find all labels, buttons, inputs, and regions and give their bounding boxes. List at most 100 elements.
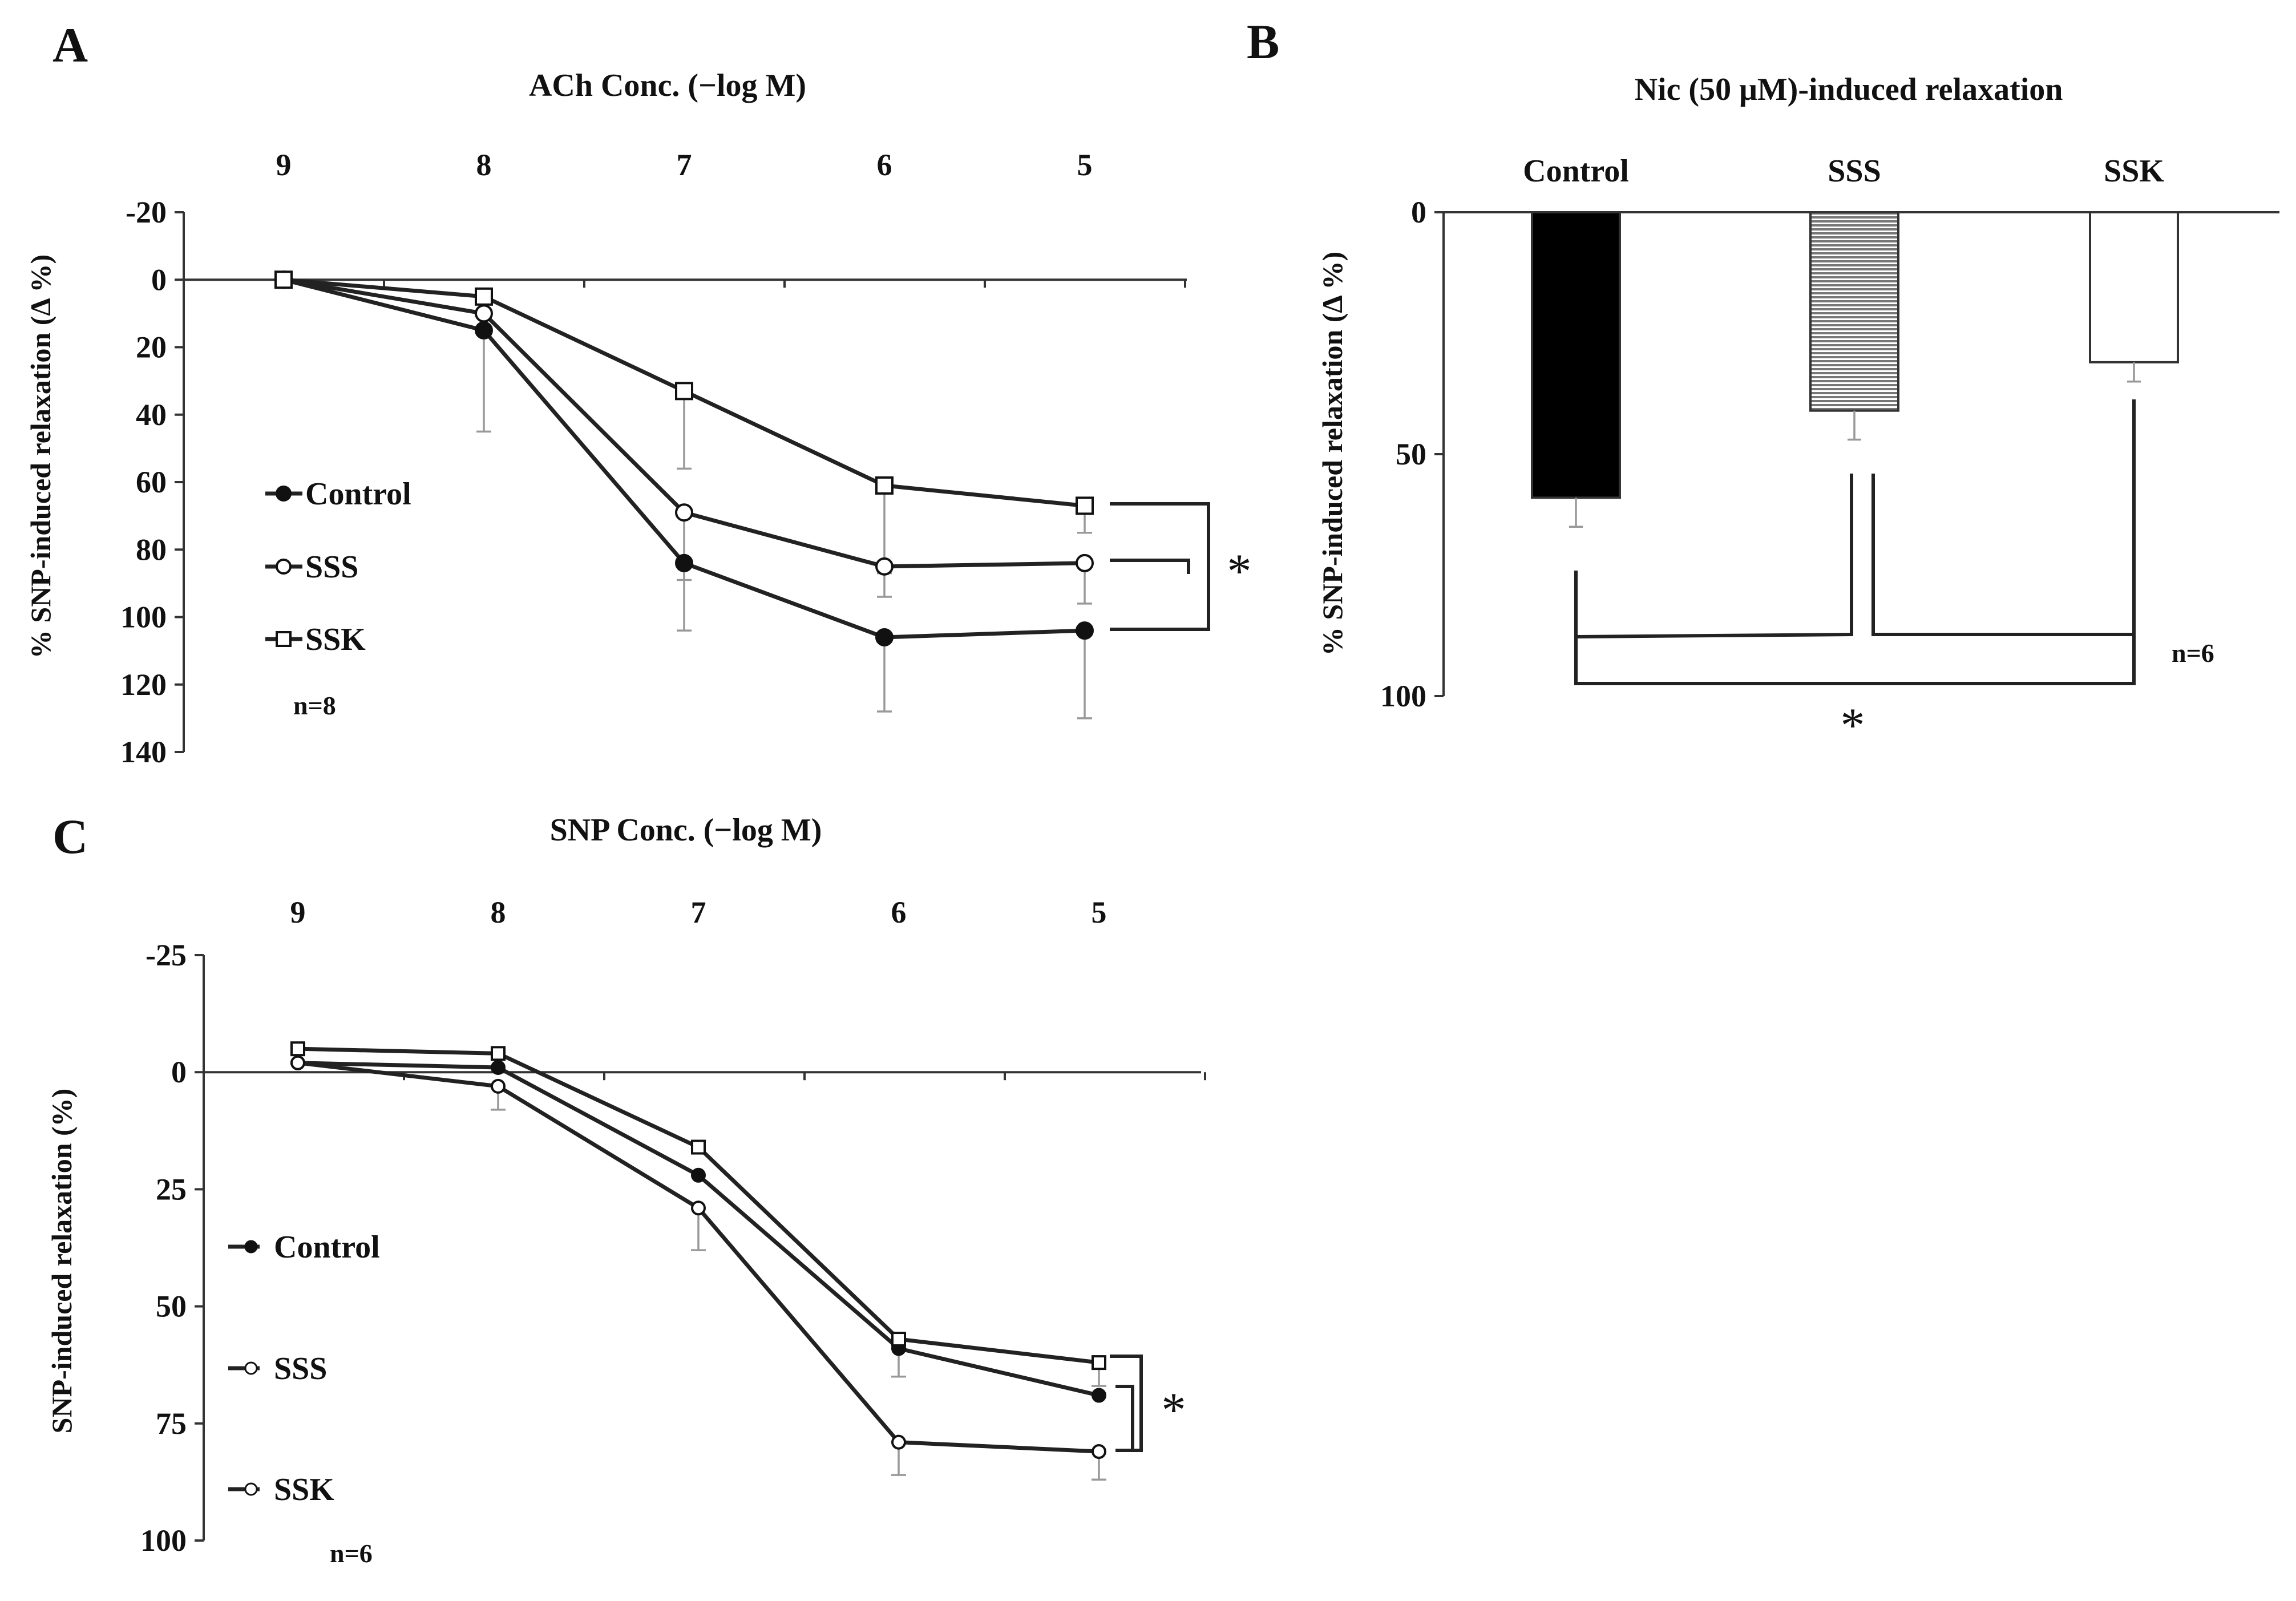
panel-b-significance-star: *	[1841, 698, 1865, 753]
panel-a-y-axis-label: % SNP-induced relaxation (Δ %)	[25, 254, 56, 658]
a-point-sss	[1076, 553, 1094, 572]
a-point-sss	[875, 557, 894, 576]
panel-a-x-tick-labels: 9 8 7 6 5	[276, 148, 1093, 182]
panel-a-n-label: n=8	[293, 691, 336, 720]
a-y-tick-label: 120	[120, 668, 167, 702]
panel-c-legend: Control SSS SSK	[228, 1230, 380, 1507]
c-x-tick-label: 7	[691, 895, 706, 929]
a-y-tick-label: 60	[136, 465, 167, 499]
c-y-tick-label: 25	[156, 1172, 187, 1206]
a-x-tick-label: 8	[476, 148, 492, 182]
c-line-sss	[297, 1061, 1100, 1454]
panel-b-letter: B	[1247, 14, 1279, 69]
c-point-ssk	[891, 1332, 906, 1347]
panel-c-y-tick-labels: -25 0 25 50 75 100	[140, 938, 187, 1558]
panel-a-error-bars	[476, 296, 1092, 719]
panel-c-significance-bracket	[1110, 1355, 1143, 1452]
legend-sss-marker-a	[265, 559, 302, 575]
a-point-control	[1076, 621, 1094, 640]
c-x-tick-label: 5	[1092, 895, 1107, 929]
c-point-sss	[290, 1055, 305, 1070]
c-point-ssk	[491, 1046, 506, 1061]
panel-c: C SNP Conc. (−log M) SNP-induced relaxat…	[46, 809, 1206, 1568]
legend-control-marker-a	[265, 486, 302, 502]
a-x-tick-label: 7	[677, 148, 692, 182]
c-x-tick-label: 8	[491, 895, 506, 929]
a-point-sss	[675, 503, 693, 522]
panel-c-x-tick-labels: 9 8 7 6 5	[290, 895, 1107, 929]
a-point-ssk	[675, 382, 693, 401]
legend-sss-label-a: SSS	[305, 549, 358, 585]
b-category-label: SSK	[2104, 153, 2164, 189]
c-point-control	[691, 1167, 706, 1183]
a-x-tick-label: 6	[877, 148, 892, 182]
panel-a-axes	[175, 211, 1187, 753]
a-y-tick-label: 100	[120, 600, 167, 634]
panel-a-legend: Control SSS SSK	[265, 476, 411, 657]
panel-c-markers	[290, 1041, 1106, 1460]
panel-c-letter: C	[52, 809, 88, 864]
a-x-tick-label: 5	[1077, 148, 1093, 182]
panel-a-letter: A	[52, 18, 88, 72]
a-y-tick-label: -20	[126, 195, 167, 229]
a-y-tick-label: 0	[151, 262, 167, 297]
a-point-ssk	[1076, 496, 1094, 515]
panel-a-y-tick-labels: -20 0 20 40 60 80 100 120 140	[120, 195, 167, 769]
legend-control-label-a: Control	[305, 476, 411, 512]
c-x-tick-label: 6	[891, 895, 907, 929]
legend-ssk-marker-c	[228, 1482, 260, 1496]
a-x-tick-label: 9	[276, 148, 292, 182]
c-point-ssk	[1092, 1355, 1106, 1370]
panel-b-error-bars	[1569, 362, 2141, 528]
b-category-label: Control	[1523, 153, 1629, 189]
a-point-ssk	[475, 287, 493, 306]
c-y-tick-label: -25	[145, 938, 187, 972]
c-point-ssk	[691, 1139, 706, 1155]
legend-ssk-label-c: SSK	[274, 1472, 334, 1507]
a-point-control	[475, 321, 493, 339]
panel-b-title: Nic (50 μM)-induced relaxation	[1635, 72, 2063, 107]
legend-ssk-marker-a	[265, 631, 302, 647]
legend-sss-marker-c	[228, 1361, 260, 1375]
a-point-control	[875, 628, 894, 646]
panel-b-y-tick-labels: 0 50 100	[1380, 195, 1426, 713]
panel-b-n-label: n=6	[2172, 638, 2214, 668]
panel-b: B Nic (50 μM)-induced relaxation % SNP-i…	[1247, 14, 2279, 753]
panel-c-error-bars	[491, 1086, 1106, 1481]
panel-b-y-axis-label: % SNP-induced relaxation (Δ %)	[1316, 252, 1348, 656]
a-point-sss	[475, 304, 493, 323]
legend-control-marker-c	[228, 1240, 260, 1254]
panel-c-xaxis-title: SNP Conc. (−log M)	[550, 812, 822, 848]
a-y-tick-label: 140	[120, 735, 167, 769]
b-category-label: SSS	[1828, 153, 1881, 189]
c-y-tick-label: 50	[156, 1289, 187, 1324]
b-bar-sss	[1809, 211, 1899, 412]
panel-a: A ACh Conc. (−log M) % SNP-induced relax…	[25, 18, 1252, 769]
b-bar-ssk	[2089, 211, 2179, 363]
legend-control-label-c: Control	[274, 1230, 380, 1265]
panel-b-category-labels: Control SSS SSK	[1523, 153, 2164, 189]
panel-c-significance-star: *	[1162, 1382, 1186, 1437]
b-bar-control	[1531, 211, 1621, 499]
panel-a-significance-star: *	[1227, 544, 1252, 599]
c-point-control	[491, 1060, 506, 1075]
panel-b-bars	[1531, 211, 2179, 499]
c-point-control	[1092, 1388, 1106, 1403]
panel-a-significance-bracket	[1110, 502, 1210, 631]
a-point-control	[675, 553, 693, 572]
b-y-tick-label: 100	[1380, 679, 1426, 713]
c-point-sss	[491, 1078, 506, 1094]
c-y-tick-label: 100	[140, 1523, 187, 1558]
panel-c-n-label: n=6	[330, 1539, 373, 1568]
c-point-sss	[891, 1434, 906, 1450]
a-y-tick-label: 20	[136, 330, 167, 365]
panel-a-markers	[274, 270, 1094, 646]
panel-b-significance-bracket	[1574, 399, 2136, 685]
b-y-tick-label: 50	[1396, 437, 1426, 471]
c-point-sss	[1092, 1444, 1106, 1460]
c-x-tick-label: 9	[290, 895, 306, 929]
c-point-ssk	[290, 1041, 305, 1057]
panel-c-y-axis-label: SNP-induced relaxation (%)	[46, 1089, 78, 1434]
a-point-ssk	[274, 270, 293, 289]
